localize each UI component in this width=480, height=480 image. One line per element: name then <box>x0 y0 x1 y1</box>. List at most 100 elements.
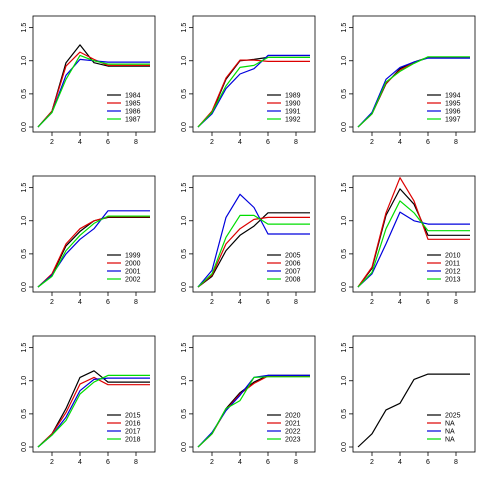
y-tick-label: 1.0 <box>181 216 188 226</box>
y-tick-label: 1.0 <box>341 56 348 66</box>
y-tick-label: 0.0 <box>21 442 28 452</box>
y-tick-label: 1.5 <box>181 23 188 33</box>
legend-label: 2008 <box>285 277 301 284</box>
y-tick-label: 0.5 <box>21 409 28 419</box>
y-tick-label: 0.5 <box>341 249 348 259</box>
series-line <box>197 214 310 288</box>
series-line <box>357 200 470 288</box>
series-line <box>357 373 470 448</box>
series-line <box>197 376 310 448</box>
x-tick-label: 6 <box>266 459 270 466</box>
y-tick-label: 0.5 <box>181 409 188 419</box>
x-tick-label: 2 <box>370 459 374 466</box>
series-line <box>357 57 470 128</box>
legend-label: 1992 <box>285 117 301 124</box>
x-tick-label: 8 <box>134 299 138 306</box>
y-tick-label: 0.0 <box>181 442 188 452</box>
legend-label: 2002 <box>125 277 141 284</box>
legend-label: 1991 <box>285 109 301 116</box>
x-tick-label: 2 <box>210 299 214 306</box>
legend-label: 1997 <box>445 117 461 124</box>
plot-frame <box>192 175 316 293</box>
y-tick-label: 0.0 <box>21 282 28 292</box>
x-tick-label: 4 <box>398 459 402 466</box>
x-tick-label: 6 <box>426 299 430 306</box>
x-tick-label: 6 <box>106 299 110 306</box>
legend-label: 2022 <box>285 429 301 436</box>
legend-label: 2007 <box>285 269 301 276</box>
y-tick-label: 0.5 <box>181 89 188 99</box>
x-tick-label: 4 <box>78 459 82 466</box>
y-tick-label: 1.5 <box>341 343 348 353</box>
legend-label: 2020 <box>285 413 301 420</box>
y-tick-label: 1.5 <box>21 343 28 353</box>
legend-label: 1995 <box>445 101 461 108</box>
legend-label: 2001 <box>125 269 141 276</box>
legend-label: 2005 <box>285 253 301 260</box>
x-tick-label: 2 <box>370 299 374 306</box>
y-tick-label: 0.5 <box>341 409 348 419</box>
plot-frame <box>352 175 476 293</box>
x-tick-label: 4 <box>238 139 242 146</box>
legend-label: 2012 <box>445 269 461 276</box>
legend-label: 1989 <box>285 93 301 100</box>
y-tick-label: 1.0 <box>341 376 348 386</box>
series-line <box>357 211 470 288</box>
x-tick-label: 4 <box>238 459 242 466</box>
plot-frame <box>32 175 156 293</box>
series-line <box>37 370 150 448</box>
series-line <box>37 54 150 128</box>
y-tick-label: 1.0 <box>341 216 348 226</box>
x-tick-label: 8 <box>134 139 138 146</box>
y-tick-label: 1.5 <box>181 183 188 193</box>
x-tick-label: 4 <box>78 139 82 146</box>
y-tick-label: 0.5 <box>21 89 28 99</box>
y-tick-label: 0.0 <box>181 122 188 132</box>
x-tick-label: 2 <box>370 139 374 146</box>
series-line <box>37 215 150 288</box>
plot-frame <box>192 15 316 133</box>
legend-label: NA <box>445 421 455 428</box>
legend-label: 2013 <box>445 277 461 284</box>
y-tick-label: 1.5 <box>21 183 28 193</box>
x-tick-label: 2 <box>50 459 54 466</box>
legend-label: NA <box>445 437 455 444</box>
y-tick-label: 0.0 <box>341 122 348 132</box>
x-tick-label: 8 <box>454 459 458 466</box>
y-tick-label: 0.0 <box>341 442 348 452</box>
series-line <box>37 376 150 448</box>
series-line <box>197 193 310 288</box>
series-line <box>197 216 310 288</box>
y-tick-label: 0.0 <box>21 122 28 132</box>
x-tick-label: 4 <box>238 299 242 306</box>
y-tick-label: 1.0 <box>181 376 188 386</box>
legend-label: 1985 <box>125 101 141 108</box>
legend-label: 2000 <box>125 261 141 268</box>
y-tick-label: 1.0 <box>21 376 28 386</box>
legend-label: 2023 <box>285 437 301 444</box>
plot-frame <box>32 335 156 453</box>
legend-label: 2010 <box>445 253 461 260</box>
legend-label: 1996 <box>445 109 461 116</box>
legend-label: 2018 <box>125 437 141 444</box>
y-tick-label: 1.5 <box>341 23 348 33</box>
legend-label: 2017 <box>125 429 141 436</box>
series-line <box>357 177 470 288</box>
legend-label: 1984 <box>125 93 141 100</box>
y-tick-label: 0.0 <box>341 282 348 292</box>
y-tick-label: 0.0 <box>181 282 188 292</box>
series-line <box>197 56 310 128</box>
series-line <box>37 377 150 448</box>
x-tick-label: 6 <box>426 459 430 466</box>
legend-label: 1986 <box>125 109 141 116</box>
y-tick-label: 0.5 <box>21 249 28 259</box>
series-line <box>197 212 310 288</box>
series-line <box>357 56 470 128</box>
legend-label: 2015 <box>125 413 141 420</box>
